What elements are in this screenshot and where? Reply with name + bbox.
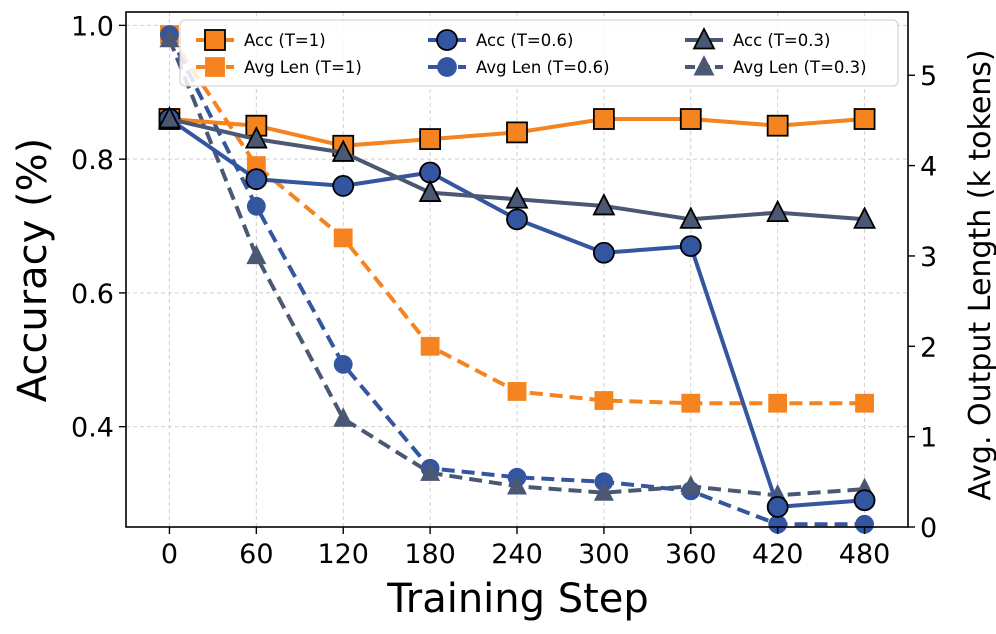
legend-marker-acc-t-1 <box>204 29 226 51</box>
data-point-avg-len-t-0-6 <box>333 354 353 374</box>
x-tick-label: 60 <box>239 539 273 570</box>
data-point-avg-len-t-1 <box>681 393 701 413</box>
data-point-avg-len-t-1 <box>768 393 788 413</box>
data-point-avg-len-t-0-3 <box>593 481 614 501</box>
data-point-acc-t-1 <box>419 128 442 150</box>
data-point-acc-t-1 <box>766 114 789 137</box>
x-tick-label: 240 <box>491 539 543 570</box>
data-point-acc-t-0-3 <box>418 179 442 202</box>
y-tick-label-right: 0 <box>920 513 937 544</box>
data-point-acc-t-1 <box>506 121 528 144</box>
data-point-acc-t-0-6 <box>245 168 268 191</box>
x-tick-label: 300 <box>578 539 630 570</box>
data-point-avg-len-t-1 <box>855 393 874 413</box>
series-acc-t-0-6 <box>158 108 876 518</box>
legend-label-acc-t-0-3: Acc (T=0.3) <box>733 31 830 50</box>
series-line-avg-len-t-0-6 <box>167 33 865 527</box>
data-point-avg-len-t-1 <box>594 391 614 410</box>
series-avg-len-t-1 <box>160 25 874 413</box>
data-point-acc-t-0-3 <box>157 106 181 129</box>
y-tick-label-right: 3 <box>920 242 937 273</box>
data-point-acc-t-0-6 <box>592 241 615 264</box>
data-point-acc-t-0-6 <box>766 496 789 518</box>
y-tick-label-left: 1.0 <box>71 11 114 42</box>
data-point-acc-t-0-3 <box>679 206 703 229</box>
data-point-avg-len-t-0-3 <box>333 407 354 427</box>
legend-label-acc-t-1: Acc (T=1) <box>244 31 326 50</box>
data-point-avg-len-t-0-3 <box>159 27 180 48</box>
legend-marker-avg-len-t-1 <box>205 57 225 77</box>
y-tick-label-left: 0.4 <box>71 413 114 444</box>
data-point-avg-len-t-1 <box>507 382 527 401</box>
legend: Acc (T=1) Avg Len (T=1) Acc (T=0.6) Avg Len… <box>179 19 899 87</box>
y-axis-title-right: Avg. Output Length (k tokens) <box>963 49 996 500</box>
data-point-acc-t-0-6 <box>419 161 442 184</box>
data-point-acc-t-0-3 <box>766 199 790 223</box>
x-tick-label: 480 <box>839 539 891 570</box>
series-layer <box>157 25 877 534</box>
series-avg-len-t-0-3 <box>159 27 875 504</box>
y-tick-label-left: 0.6 <box>71 279 114 310</box>
data-point-acc-t-0-6 <box>506 208 528 231</box>
legend-label-acc-t-0-6: Acc (T=0.6) <box>476 31 573 50</box>
y-axis-title-left: Accuracy (%) <box>10 138 56 403</box>
data-point-acc-t-1 <box>592 108 615 130</box>
y-tick-label-right: 1 <box>920 423 937 454</box>
data-point-avg-len-t-0-3 <box>420 461 441 481</box>
data-point-avg-len-t-1 <box>420 336 440 356</box>
x-tick-label: 420 <box>752 539 804 570</box>
x-tick-label: 360 <box>665 539 717 570</box>
x-axis-title: Training Step <box>386 576 649 622</box>
y-tick-label-right: 4 <box>920 152 937 183</box>
data-point-acc-t-0-3 <box>853 206 877 229</box>
legend-marker-avg-len-t-0-6 <box>437 57 457 77</box>
legend-label-avg-len-t-1: Avg Len (T=1) <box>244 58 362 77</box>
data-point-acc-t-1 <box>679 108 702 130</box>
data-point-acc-t-0-3 <box>505 186 529 209</box>
data-point-acc-t-0-3 <box>244 126 268 149</box>
data-point-avg-len-t-1 <box>333 228 353 248</box>
y-tick-label-left: 0.8 <box>71 145 114 176</box>
data-point-acc-t-0-3 <box>331 139 355 162</box>
data-point-avg-len-t-0-6 <box>246 196 266 216</box>
data-point-avg-len-t-0-3 <box>680 475 701 495</box>
legend-marker-avg-len-t-0-3 <box>693 55 715 76</box>
data-point-acc-t-0-3 <box>592 192 616 216</box>
x-tick-label: 0 <box>161 539 178 570</box>
data-point-acc-t-0-6 <box>679 235 702 257</box>
y-tick-label-right: 5 <box>920 61 937 92</box>
data-point-acc-t-1 <box>853 108 876 130</box>
x-tick-label: 180 <box>404 539 456 570</box>
data-point-acc-t-0-6 <box>853 489 876 512</box>
x-tick-label: 120 <box>317 539 369 570</box>
legend-marker-acc-t-0-3 <box>692 27 716 50</box>
legend-marker-acc-t-0-6 <box>436 29 458 51</box>
ticks: 0 60 120 180 240 300 360 420 480 0.4 0.6 0.8 1.0 0 1 2 3… <box>71 11 937 570</box>
legend-box <box>179 19 899 87</box>
data-point-acc-t-0-6 <box>332 174 355 197</box>
data-point-avg-len-t-0-3 <box>507 475 527 495</box>
legend-label-avg-len-t-0-6: Avg Len (T=0.6) <box>476 58 610 77</box>
grid-lines <box>126 12 908 527</box>
data-point-avg-len-t-0-3 <box>246 244 267 265</box>
series-acc-t-0-3 <box>157 106 877 229</box>
y-tick-label-right: 2 <box>920 332 937 363</box>
legend-label-avg-len-t-0-3: Avg Len (T=0.3) <box>733 58 867 77</box>
